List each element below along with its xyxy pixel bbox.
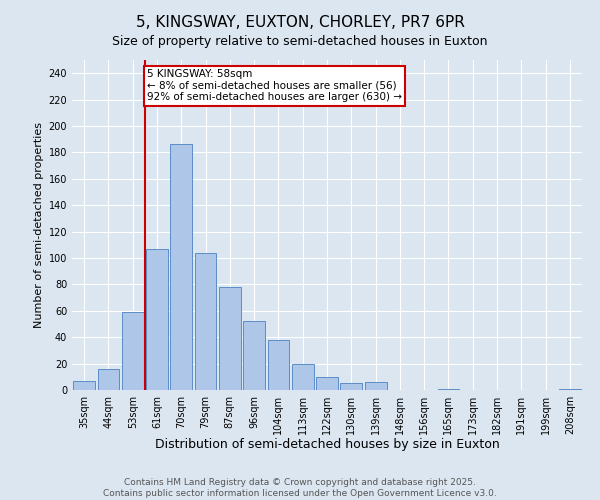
Text: Size of property relative to semi-detached houses in Euxton: Size of property relative to semi-detach…	[112, 35, 488, 48]
Y-axis label: Number of semi-detached properties: Number of semi-detached properties	[34, 122, 44, 328]
Bar	[146, 249, 168, 390]
Bar	[73, 381, 95, 390]
Bar	[194, 252, 217, 390]
Bar	[243, 322, 265, 390]
Bar	[97, 369, 119, 390]
Text: 5 KINGSWAY: 58sqm
← 8% of semi-detached houses are smaller (56)
92% of semi-deta: 5 KINGSWAY: 58sqm ← 8% of semi-detached …	[147, 69, 402, 102]
Bar	[365, 382, 386, 390]
X-axis label: Distribution of semi-detached houses by size in Euxton: Distribution of semi-detached houses by …	[155, 438, 499, 452]
Bar	[170, 144, 192, 390]
Bar	[292, 364, 314, 390]
Bar	[340, 384, 362, 390]
Text: 5, KINGSWAY, EUXTON, CHORLEY, PR7 6PR: 5, KINGSWAY, EUXTON, CHORLEY, PR7 6PR	[136, 15, 464, 30]
Bar	[122, 312, 143, 390]
Bar	[559, 388, 581, 390]
Bar	[219, 287, 241, 390]
Bar	[316, 377, 338, 390]
Bar	[268, 340, 289, 390]
Bar	[437, 388, 460, 390]
Text: Contains HM Land Registry data © Crown copyright and database right 2025.
Contai: Contains HM Land Registry data © Crown c…	[103, 478, 497, 498]
